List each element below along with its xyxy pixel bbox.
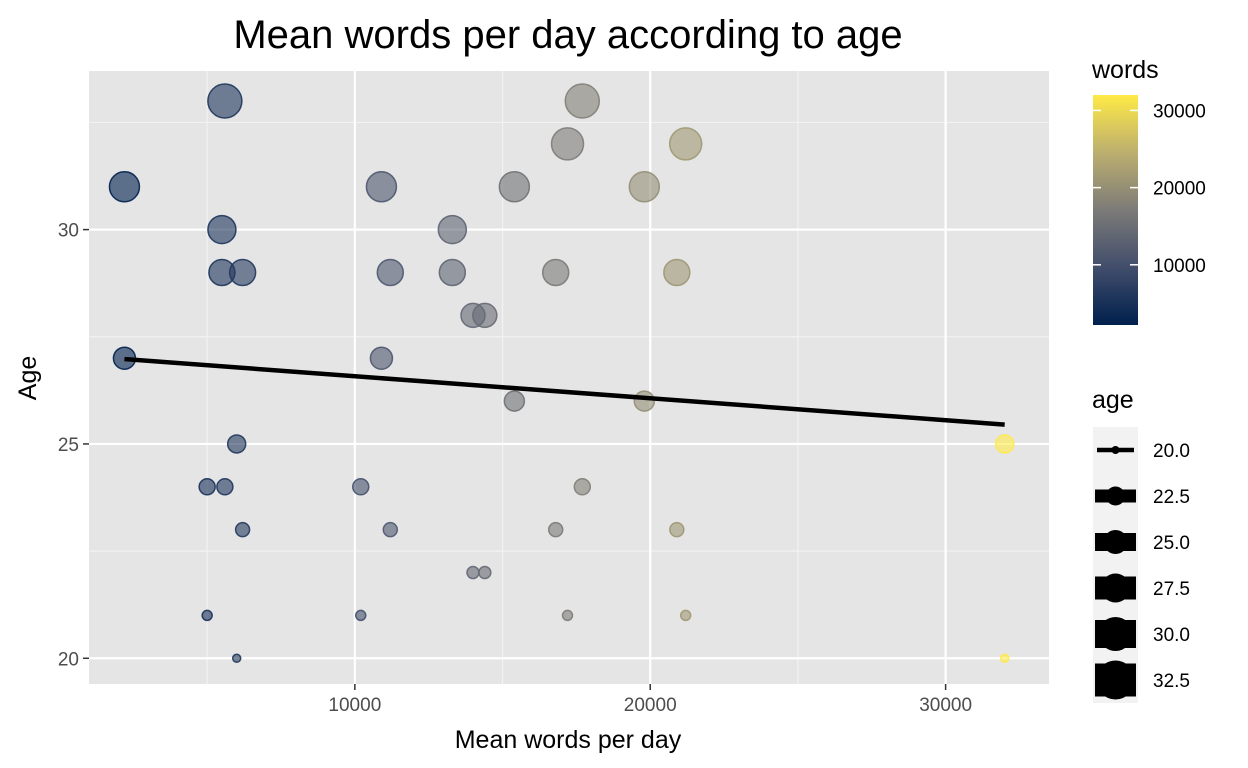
data-point [216,478,234,496]
axes: 10000 20000 30000 20 25 30 [58,221,972,716]
size-legend: age 20.0 22.5 25.0 27.5 30.0 32.5 [1092,386,1190,703]
data-point [573,478,592,496]
data-point [231,653,242,664]
chart-title: Mean words per day according to age [233,13,902,57]
size-legend-label: 20.0 [1153,441,1190,462]
data-point [466,565,480,580]
size-legend-key-point [1106,486,1125,506]
data-point [365,170,398,203]
data-point [550,127,585,161]
size-legend-title: age [1092,386,1134,414]
data-points [108,83,1015,664]
colourbar-tick-label: 20000 [1153,179,1206,200]
size-legend-key-point [1096,660,1135,700]
data-point [108,170,141,203]
y-tick-label: 20 [58,649,79,670]
data-point [355,609,367,622]
data-point [207,214,237,245]
data-point [198,478,216,496]
size-legend-key-point [1101,573,1130,603]
data-point [564,83,601,119]
y-tick-label: 25 [58,435,79,456]
data-point [234,521,251,538]
data-point [633,390,656,412]
x-tick-label: 20000 [624,695,677,716]
size-legend-key-point [1098,617,1133,651]
x-tick-label: 10000 [328,695,381,716]
data-point [382,521,399,538]
data-point [226,434,247,454]
size-legend-label: 25.0 [1153,533,1190,554]
data-point [207,83,243,119]
size-legend-label: 32.5 [1153,671,1190,692]
data-point [228,258,257,287]
size-legend-label: 30.0 [1153,625,1190,646]
data-point [437,214,468,245]
trend-line-path [124,356,1005,427]
colour-legend: words 10000 20000 30000 [1091,56,1206,325]
colourbar [1093,95,1138,325]
data-point [547,521,564,538]
data-point [669,521,685,538]
data-point [668,127,703,161]
data-point [999,653,1010,664]
y-axis-title: Age [14,356,42,400]
x-tick-label: 30000 [919,695,972,716]
colourbar-tick-label: 30000 [1153,101,1206,122]
data-point [628,170,661,203]
colour-legend-title: words [1091,56,1159,84]
data-point [679,609,692,622]
data-point [478,565,492,580]
size-legend-label: 27.5 [1153,579,1190,600]
y-tick-label: 30 [58,221,79,242]
data-point [201,609,213,622]
data-point [663,258,691,287]
data-point [541,258,570,287]
data-point [561,609,574,622]
data-point [438,258,467,287]
data-point [503,390,526,412]
colourbar-tick-label: 10000 [1153,256,1206,277]
data-point [498,170,531,203]
size-legend-key-point [1111,446,1120,454]
data-point [472,302,498,329]
data-point [352,478,370,496]
size-legend-label: 22.5 [1153,487,1190,508]
size-legend-key-point [1103,530,1128,554]
data-point [994,434,1015,454]
x-axis-title: Mean words per day [455,726,682,754]
plot-panel [89,71,1049,684]
grid [89,71,1049,684]
data-point [369,346,394,370]
data-point [376,258,405,287]
trend-line [124,356,1005,427]
